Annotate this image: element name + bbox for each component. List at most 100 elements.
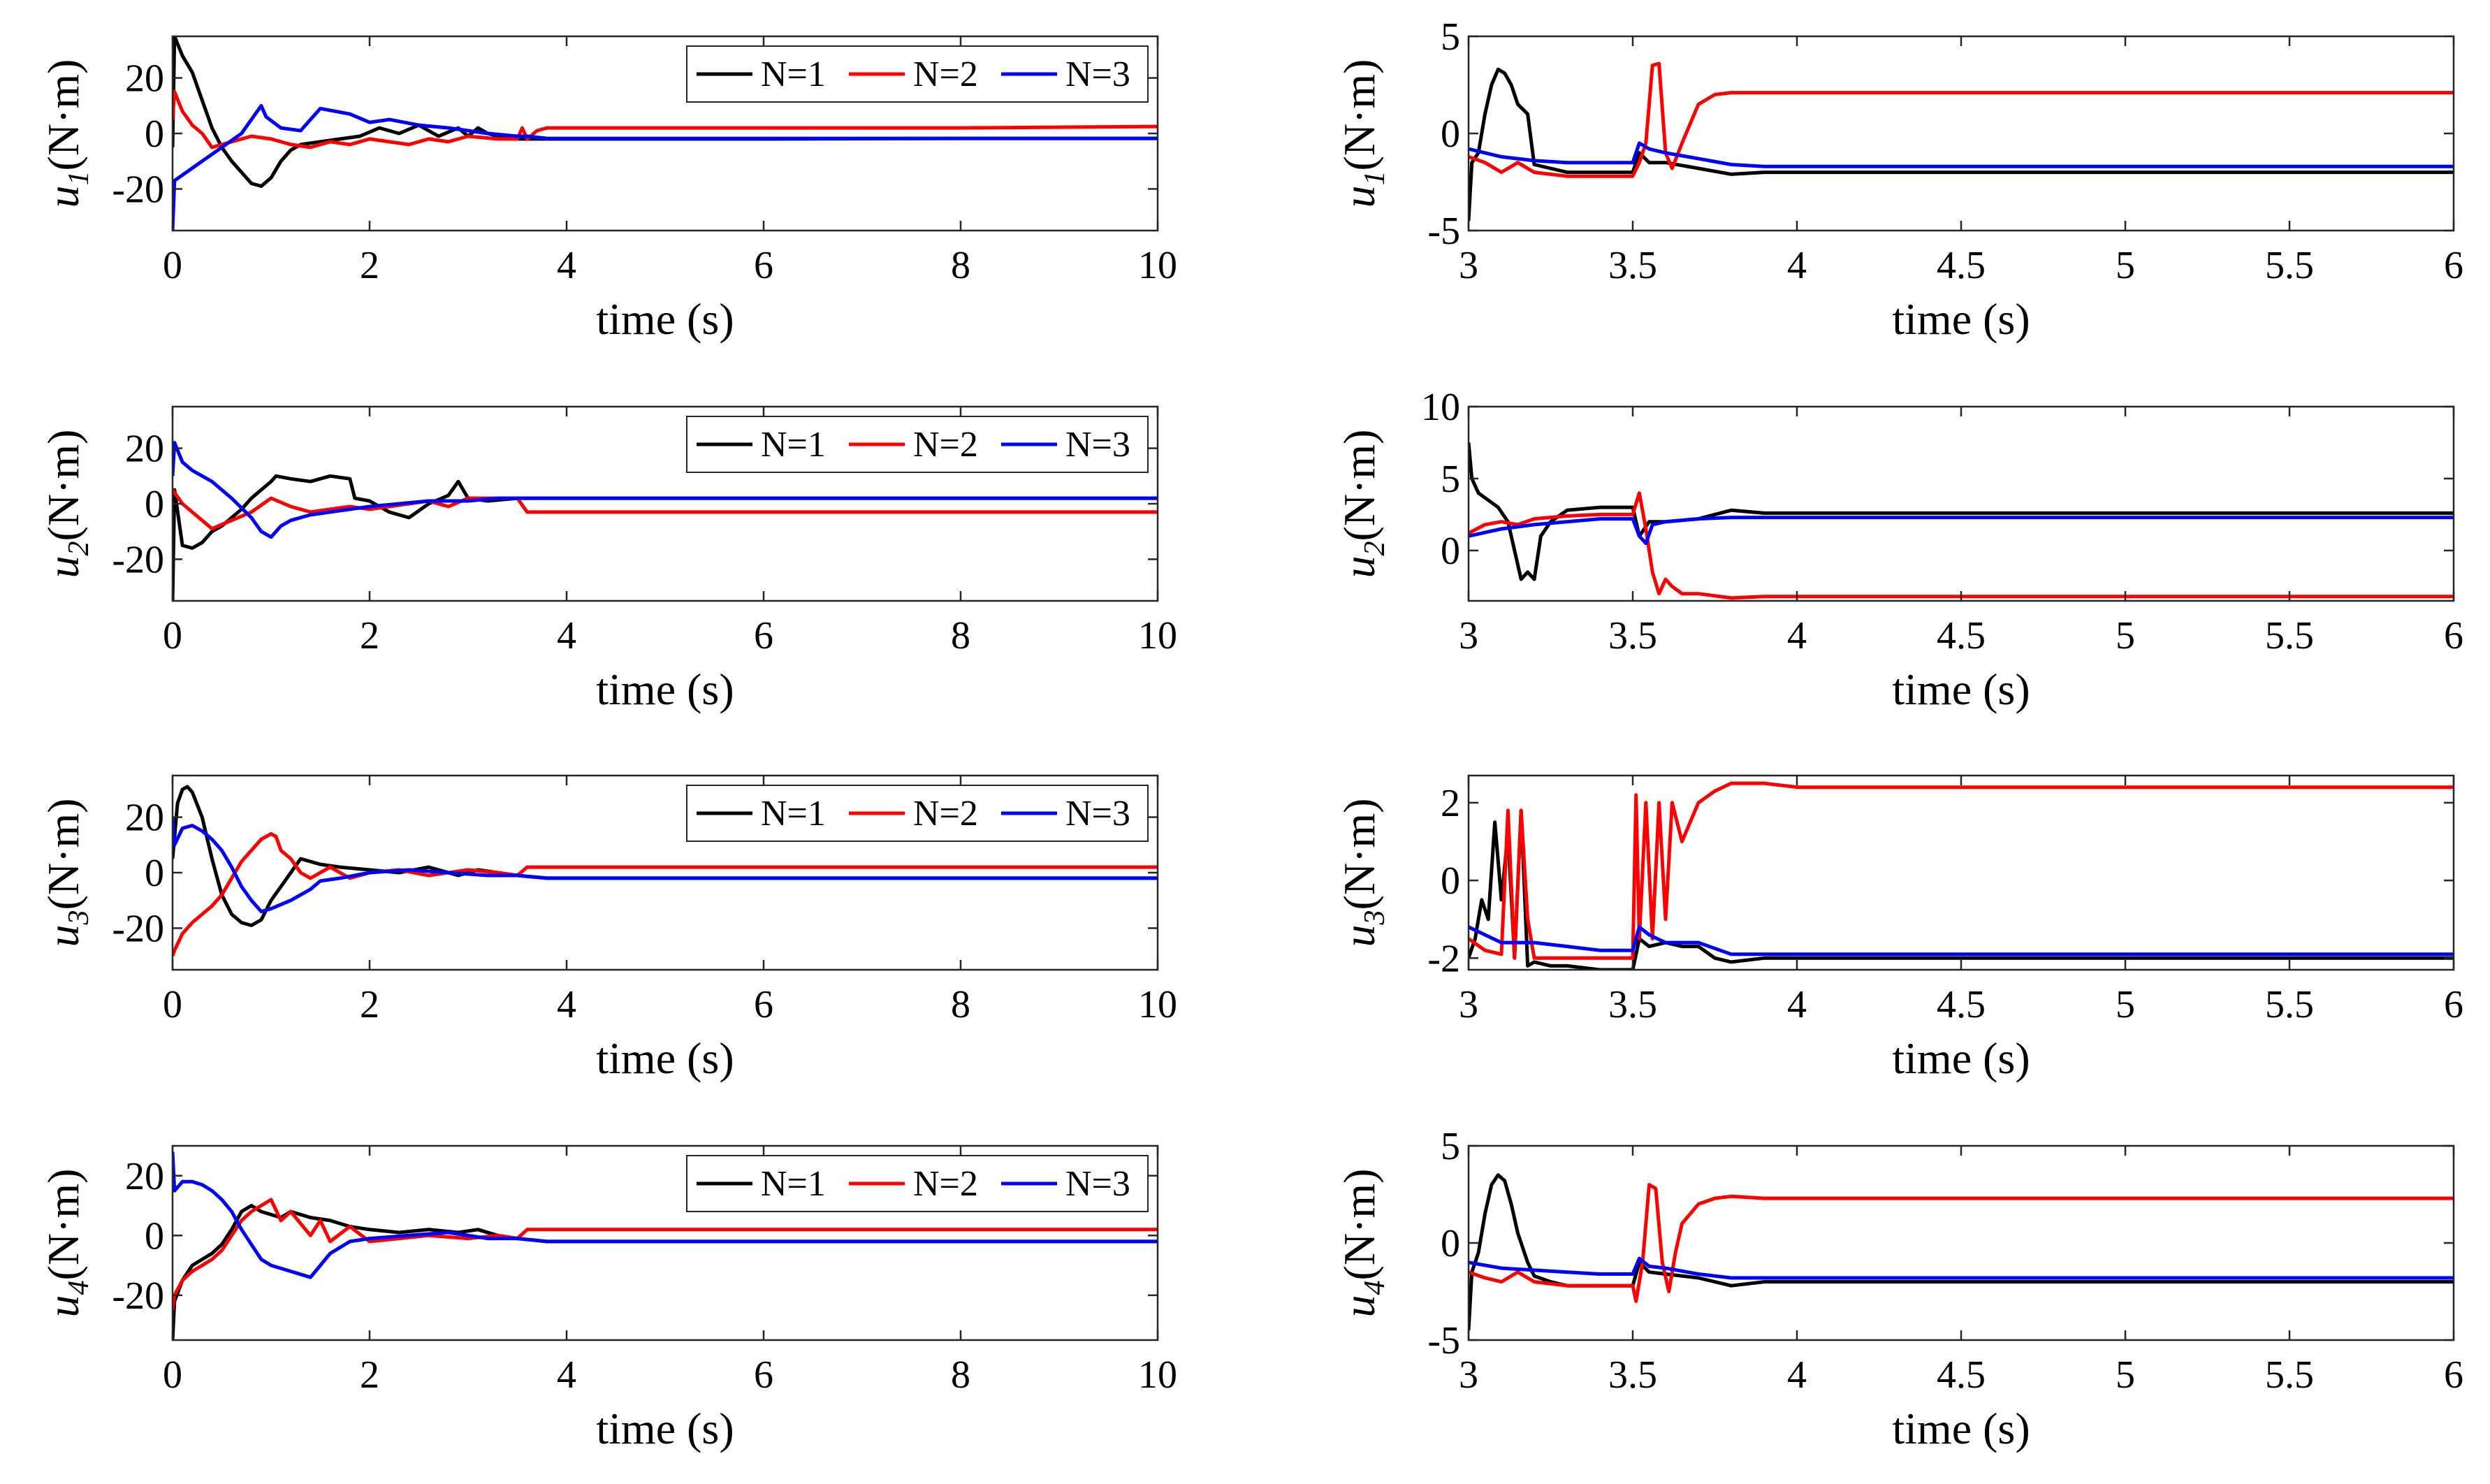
x-tick-label: 6 (2444, 983, 2463, 1026)
x-tick-label: 8 (951, 1353, 970, 1397)
series-line-N2 (173, 89, 1158, 150)
series-group (173, 1151, 1158, 1340)
y-label-var: u (38, 555, 88, 578)
series-group (173, 36, 1158, 231)
y-tick-label: 0 (1441, 859, 1460, 903)
y-tick-label: 0 (1441, 112, 1460, 156)
series-line-N2 (173, 488, 1158, 531)
y-tick-label: 0 (1441, 530, 1460, 573)
legend-label: N=3 (1065, 425, 1130, 465)
x-tick-label: 3.5 (1608, 1353, 1657, 1397)
x-tick-label: 4 (1787, 1353, 1807, 1397)
y-label-unit: (N·m) (1334, 1169, 1384, 1281)
y-tick-label: 10 (1421, 386, 1460, 429)
legend-label: N=3 (1065, 794, 1130, 834)
series-line-N3 (1469, 516, 2454, 546)
y-tick-label: -2 (1427, 937, 1460, 980)
series-group (173, 441, 1158, 601)
y-label-var: u (1334, 924, 1384, 947)
legend-label: N=1 (761, 425, 826, 465)
x-tick-label: 10 (1138, 244, 1177, 287)
x-tick-label: 4 (557, 244, 576, 287)
axes-box (1467, 35, 2455, 232)
x-tick-label: 10 (1138, 614, 1177, 657)
series-line-N2 (1469, 781, 2454, 960)
x-tick-label: 0 (163, 614, 182, 657)
x-axis-label: time (s) (596, 1404, 734, 1453)
x-tick-label: 8 (951, 614, 970, 657)
x-tick-label: 3 (1459, 244, 1478, 287)
x-tick-label: 6 (754, 614, 773, 657)
y-label-sub: 1 (1359, 170, 1391, 185)
y-label-var: u (38, 924, 88, 947)
legend-label: N=2 (913, 794, 978, 834)
y-label-unit: (N·m) (1334, 59, 1384, 171)
x-axis-label: time (s) (596, 1033, 734, 1083)
series-line-N3 (1469, 141, 2454, 168)
x-tick-label: 2 (360, 983, 379, 1026)
series-line-N1 (1469, 442, 2454, 581)
y-axis-label: u3(N·m) (38, 799, 95, 947)
legend: N=1 N=2 N=3 (686, 45, 1149, 103)
y-axis-label: u1(N·m) (1334, 59, 1391, 208)
series-line-N3 (173, 441, 1158, 539)
x-tick-label: 3 (1459, 1353, 1478, 1397)
y-label-sub: 2 (1359, 541, 1391, 555)
series-line-N3 (1469, 925, 2454, 956)
axes-box (1467, 774, 2455, 971)
axes-box (171, 1144, 1159, 1341)
y-tick-label: 0 (145, 852, 164, 895)
legend-box (686, 785, 1149, 842)
x-axis-label: time (s) (596, 294, 734, 344)
y-axis-label: u2(N·m) (1334, 430, 1391, 579)
y-tick-label: -5 (1427, 1319, 1460, 1362)
y-tick-label: 0 (145, 483, 164, 526)
y-label-var: u (38, 185, 88, 208)
y-label-sub: 3 (1359, 910, 1391, 925)
y-tick-label: -20 (112, 538, 164, 581)
x-axis-label: time (s) (1892, 664, 2030, 714)
series-line-N2 (1469, 491, 2454, 600)
x-tick-label: 0 (163, 244, 182, 287)
x-tick-label: 5 (2116, 1353, 2135, 1397)
x-tick-label: 4.5 (1937, 1353, 1986, 1397)
y-label-sub: 4 (1359, 1280, 1391, 1295)
x-axis-label: time (s) (1892, 1033, 2030, 1083)
x-tick-label: 0 (163, 1353, 182, 1397)
y-label-var: u (1334, 185, 1384, 208)
y-tick-label: 5 (1441, 458, 1460, 501)
series-line-N2 (1469, 61, 2454, 178)
series-line-N3 (173, 103, 1158, 231)
legend-label: N=2 (913, 425, 978, 465)
x-tick-label: 0 (163, 983, 182, 1026)
y-axis-label: u3(N·m) (1334, 799, 1391, 947)
x-tick-label: 5.5 (2265, 244, 2314, 287)
x-tick-label: 6 (2444, 244, 2463, 287)
y-axis-label: u1(N·m) (38, 59, 95, 208)
series-line-N3 (1469, 1256, 2454, 1280)
x-tick-label: 3.5 (1608, 983, 1657, 1026)
legend-box (686, 1155, 1149, 1212)
subplot-2: 3 3.5 4 4.5 5 5.5 6 -5 0 5 time (s) u1(N·m) (1334, 15, 2463, 344)
x-axis-label: time (s) (1892, 1404, 2030, 1453)
series-line-N1 (1469, 808, 2454, 970)
y-tick-label: -5 (1427, 210, 1460, 253)
series-line-N2 (173, 1198, 1158, 1311)
x-tick-label: 3 (1459, 983, 1478, 1026)
series-group (1469, 61, 2454, 221)
x-tick-label: 4 (557, 1353, 576, 1397)
y-label-sub: 2 (63, 541, 95, 555)
x-tick-label: 4.5 (1937, 244, 1986, 287)
x-tick-label: 10 (1138, 983, 1177, 1026)
x-tick-label: 6 (754, 983, 773, 1026)
x-axis-label: time (s) (596, 664, 734, 714)
legend-label: N=3 (1065, 1164, 1130, 1204)
series-line-N1 (173, 1204, 1158, 1340)
series-group (173, 785, 1158, 956)
x-tick-label: 5 (2116, 983, 2135, 1026)
y-axis-label: u2(N·m) (38, 430, 95, 579)
